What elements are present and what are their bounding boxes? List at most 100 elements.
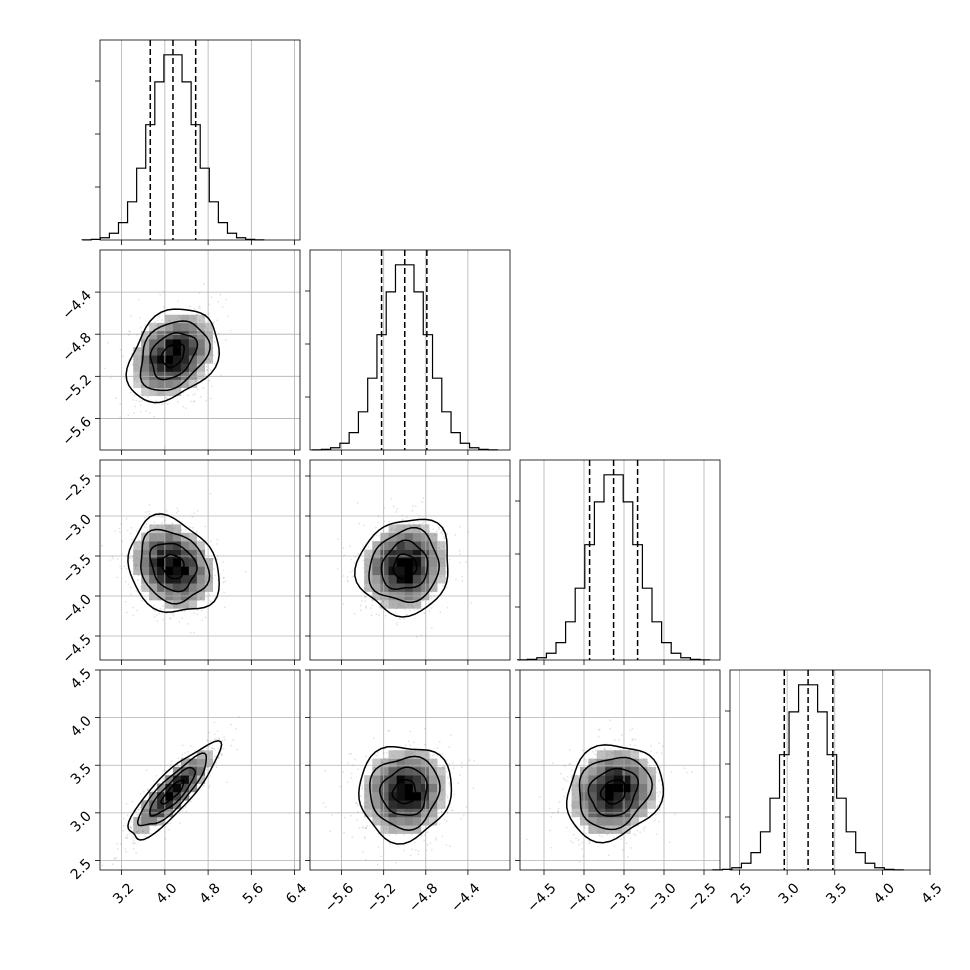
scatter-point [214,341,216,344]
density-cell [188,330,198,340]
scatter-point [411,505,414,507]
contour-3-0-3 [127,740,223,841]
scatter-point [374,753,376,756]
scatter-point [135,565,137,568]
scatter-point [177,764,179,767]
scatter-point [217,300,219,303]
density-cell [437,558,446,567]
scatter-point [184,529,187,532]
density-cell [149,347,158,356]
density-cell [188,314,198,324]
scatter-point [124,580,127,583]
density-cell [396,766,406,776]
scatter-point [594,753,596,755]
scatter-point [613,836,615,839]
density-cell [180,347,190,356]
scatter-point [658,780,660,783]
scatter-point [208,331,211,334]
scatter-point [600,750,603,753]
scatter-point [136,609,139,612]
density-cell [196,371,206,380]
density-cell [596,800,606,809]
scatter-point [153,604,156,607]
scatter-point [445,794,448,797]
scatter-point [381,761,383,763]
scatter-point [132,560,134,562]
density-cell [157,524,166,534]
scatter-point [211,747,213,749]
scatter-point [244,570,247,573]
scatter-point [634,757,637,759]
scatter-point [597,735,600,738]
scatter-point [376,751,379,754]
scatter-point [162,777,165,780]
density-cell [133,363,142,372]
density-cell [157,549,166,559]
scatter-point [606,833,609,836]
scatter-point [634,744,637,747]
scatter-point [109,376,112,379]
density-cell [204,558,214,567]
y-tick-label: 3.0 [68,808,95,835]
scatter-point [378,606,381,608]
density-cell [157,387,166,397]
scatter-point [236,748,239,751]
density-cell [622,750,631,759]
scatter-point [417,604,420,606]
density-cell [149,339,158,348]
scatter-point [206,369,208,372]
scatter-point [430,626,433,629]
scatter-point [648,771,651,774]
scatter-point [165,509,168,512]
scatter-point [128,557,131,559]
scatter-point [363,794,366,796]
scatter-point [180,529,183,532]
y-tick-label: −2.5 [59,472,94,507]
density-cell [404,750,414,759]
scatter-point [138,400,141,403]
scatter-point [405,613,408,616]
scatter-point [337,538,339,541]
density-cell [165,532,174,542]
density-cell [380,766,389,776]
scatter-point [143,587,146,589]
density-cell [613,791,623,801]
scatter-point [135,831,138,834]
density-cell [133,355,142,364]
scatter-point [613,845,616,848]
scatter-point [361,826,364,829]
scatter-point [372,592,375,595]
density-cell [404,600,414,609]
x-tick-label: 6.4 [283,880,310,907]
density-cell [165,314,174,324]
scatter-point [153,616,156,619]
scatter-point [162,770,164,773]
y-tick-label: −4.5 [59,632,94,667]
scatter-point [438,541,440,543]
scatter-point [126,837,129,839]
scatter-point [363,587,366,590]
scatter-point [377,846,380,848]
scatter-point [440,810,443,813]
density-cell [404,766,414,776]
scatter-point [590,761,593,764]
scatter-point [407,604,409,607]
density-cell [141,541,150,550]
scatter-point [161,516,164,519]
density-cell [412,775,422,784]
scatter-point [396,621,398,624]
scatter-point [444,570,446,573]
scatter-point [198,539,201,542]
density-cell [172,558,182,567]
scatter-point [446,797,449,799]
density-cell [638,775,648,784]
scatter-point [409,524,412,527]
scatter-point [388,520,390,523]
scatter-point [210,576,213,579]
scatter-point [396,624,399,626]
density-cell [196,347,206,356]
scatter-point [581,749,584,752]
scatter-point [135,380,138,383]
density-cell [613,766,623,776]
scatter-point [193,612,196,614]
